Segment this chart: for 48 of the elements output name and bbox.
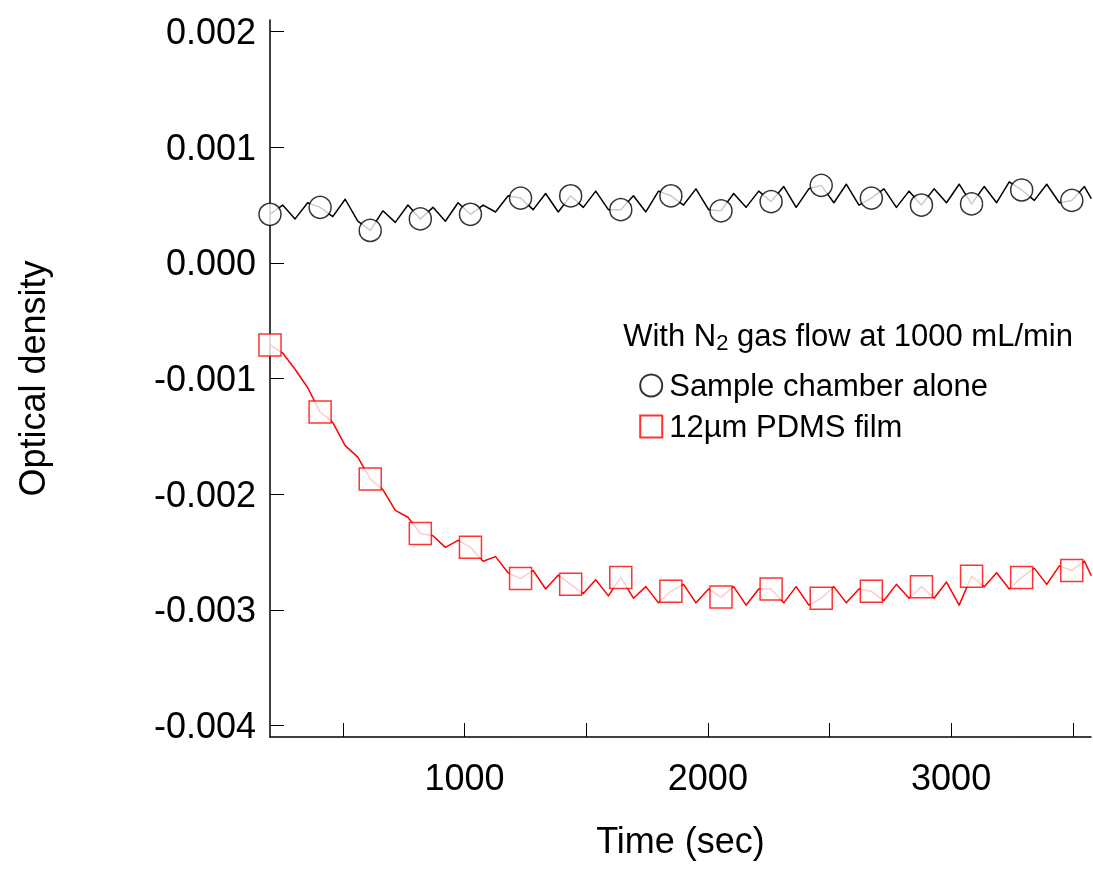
- point: [358, 467, 382, 491]
- point: [659, 184, 683, 208]
- y-tick-label: -0.003: [153, 589, 256, 631]
- point: [759, 189, 783, 214]
- x-axis-title: Time (sec): [596, 819, 765, 861]
- point: [709, 199, 733, 223]
- y-axis-title: Optical density: [11, 260, 53, 497]
- point: [508, 186, 533, 210]
- point: [1060, 558, 1084, 583]
- point: [609, 197, 633, 222]
- point: [358, 218, 382, 243]
- point: [408, 207, 433, 231]
- point: [1060, 188, 1084, 213]
- point: [308, 195, 332, 220]
- point: [258, 202, 282, 227]
- point: [458, 535, 483, 560]
- point: [1009, 565, 1034, 590]
- point: [308, 400, 332, 424]
- point: [709, 585, 733, 609]
- legend-label: 12µm PDMS film: [669, 409, 903, 444]
- point: [909, 193, 934, 217]
- legend-label: Sample chamber alone: [669, 368, 988, 403]
- point: [1009, 178, 1034, 202]
- point: [809, 173, 833, 198]
- y-tick-label: -0.001: [153, 358, 256, 399]
- point: [609, 565, 633, 590]
- point: [909, 574, 934, 599]
- point: [859, 186, 884, 210]
- point: [959, 564, 984, 588]
- point: [859, 579, 884, 604]
- point: [959, 192, 984, 216]
- y-tick-label: -0.002: [153, 473, 256, 515]
- y-tick-label: -0.004: [153, 704, 256, 746]
- y-tick-label: 0.002: [165, 11, 256, 53]
- point: [458, 202, 483, 227]
- point: [408, 521, 433, 546]
- point: [508, 566, 533, 591]
- x-tick-label: 2000: [667, 756, 748, 798]
- y-tick-label: 0.000: [165, 242, 256, 284]
- point: [659, 579, 683, 604]
- x-tick-label: 3000: [911, 756, 992, 798]
- x-tick-label: 1000: [424, 756, 505, 798]
- point: [558, 572, 583, 597]
- point: [809, 586, 833, 610]
- point: [759, 577, 783, 601]
- point: [258, 333, 282, 357]
- y-tick-label: 0.001: [165, 126, 256, 168]
- point: [558, 184, 583, 208]
